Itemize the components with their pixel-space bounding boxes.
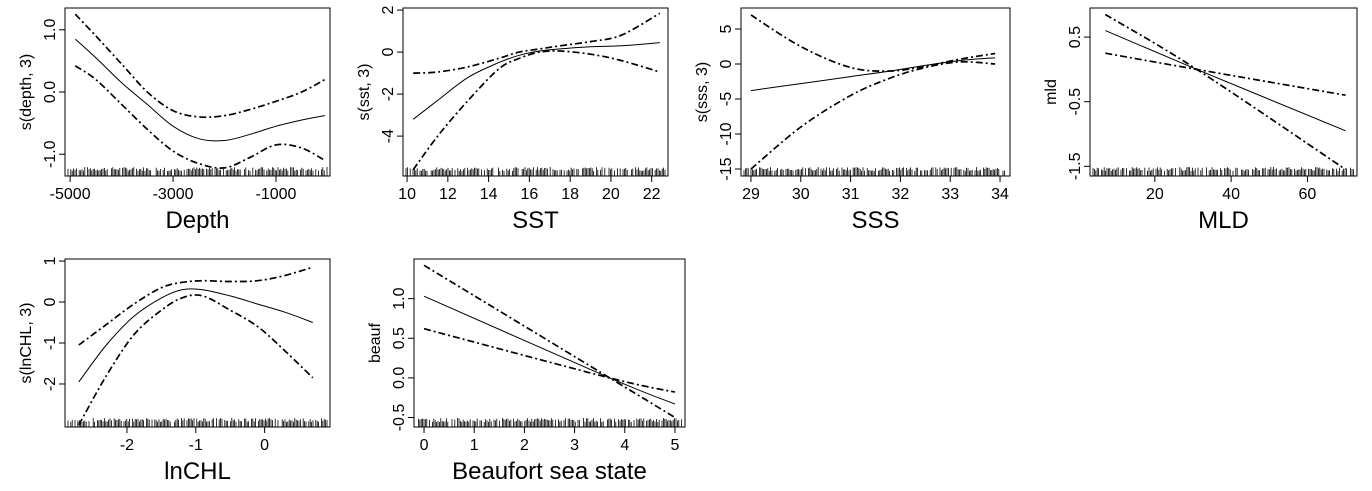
y-tick-label: -1.5 xyxy=(1067,152,1084,180)
x-axis-label: Depth xyxy=(165,207,229,234)
x-tick-label: 20 xyxy=(1146,186,1164,203)
x-tick-label: 0 xyxy=(260,437,269,454)
x-tick-label: 32 xyxy=(892,186,910,203)
chart-panel-1: 10 12 14 16 18 20 22 -4 -2 0 2 SST s(sst, 3) xyxy=(356,6,669,234)
plot-frame xyxy=(740,7,1011,177)
series-fit-line xyxy=(74,38,326,142)
x-tick-label: 14 xyxy=(480,186,498,203)
x-tick-label: 4 xyxy=(620,437,629,454)
chart-panel-2: 29 30 31 32 33 34 -15 -10 -5 0 5 SSS s(sss, 3) xyxy=(694,7,1011,234)
y-tick-label: -10 xyxy=(718,122,735,145)
series-lower-line xyxy=(412,50,661,171)
plot-frame xyxy=(64,7,331,177)
series-upper-line xyxy=(74,13,326,119)
x-tick-label: 10 xyxy=(398,186,416,203)
x-tick-label: 29 xyxy=(742,186,760,203)
y-tick-label: 0 xyxy=(380,48,397,57)
y-tick-label: 1.0 xyxy=(42,19,59,41)
y-axis-label: beauf xyxy=(367,322,384,363)
plot-frame xyxy=(64,258,331,428)
x-tick-label: -3000 xyxy=(153,186,194,203)
y-axis-label: s(depth, 3) xyxy=(18,54,35,130)
x-tick-label: 2 xyxy=(520,437,529,454)
plot-frame xyxy=(402,7,669,177)
series-upper-line xyxy=(78,266,314,346)
y-tick-label: 5 xyxy=(718,24,735,33)
x-tick-label: 16 xyxy=(520,186,538,203)
x-tick-label: 22 xyxy=(643,186,661,203)
y-tick-label: 0 xyxy=(42,297,59,306)
y-tick-label: -1 xyxy=(42,336,59,350)
x-axis-label: MLD xyxy=(1198,207,1249,234)
x-axis-label: Beaufort sea state xyxy=(452,458,647,485)
series-upper-line xyxy=(1105,52,1346,97)
series-fit-line xyxy=(78,288,313,383)
series-fit-line xyxy=(423,295,676,405)
y-tick-label: 0.0 xyxy=(42,81,59,103)
x-tick-label: 20 xyxy=(602,186,620,203)
y-tick-label: 0.5 xyxy=(1067,26,1084,48)
y-axis-label: s(sst, 3) xyxy=(356,64,373,121)
x-tick-label: -2 xyxy=(120,437,134,454)
x-axis-label: SSS xyxy=(851,207,899,234)
chart-panel-4: -2 -1 0 -2 -1 0 1 lnCHL s(lnCHL, 3) xyxy=(18,257,331,485)
plot-frame xyxy=(1089,7,1358,177)
x-tick-label: 1 xyxy=(470,437,479,454)
x-tick-label: -1 xyxy=(189,437,203,454)
y-axis-label: s(lnCHL, 3) xyxy=(18,303,35,384)
x-tick-label: 40 xyxy=(1222,186,1240,203)
x-axis-label: lnCHL xyxy=(164,458,231,485)
x-tick-label: 5 xyxy=(671,437,680,454)
series-fit-line xyxy=(1105,30,1346,132)
y-tick-label: 0 xyxy=(718,59,735,68)
y-tick-label: 2 xyxy=(380,6,397,15)
series-fit-line xyxy=(750,57,996,92)
y-tick-label: 0.0 xyxy=(391,367,408,389)
plot-frame xyxy=(413,258,686,428)
x-tick-label: 34 xyxy=(991,186,1009,203)
y-tick-label: 1 xyxy=(42,257,59,266)
y-tick-label: -0.5 xyxy=(391,404,408,432)
y-tick-label: -4 xyxy=(380,129,397,143)
series-upper-line xyxy=(413,12,661,74)
x-tick-label: -5000 xyxy=(50,186,91,203)
x-tick-label: 30 xyxy=(792,186,810,203)
series-lower-line xyxy=(750,60,996,170)
y-tick-label: 1.0 xyxy=(391,287,408,309)
chart-panel-5: 0 1 2 3 4 5 -0.5 0.0 0.5 1.0 Beaufort sea state bea… xyxy=(367,258,686,485)
y-tick-label: -2 xyxy=(380,87,397,101)
x-tick-label: 0 xyxy=(420,437,429,454)
x-tick-label: 60 xyxy=(1299,186,1317,203)
y-axis-label: mld xyxy=(1043,79,1060,105)
series-lower-line xyxy=(78,294,314,426)
y-tick-label: -5 xyxy=(718,92,735,106)
y-tick-label: -0.5 xyxy=(1067,88,1084,116)
series-lower-line xyxy=(1104,13,1347,171)
y-tick-label: -15 xyxy=(718,157,735,180)
y-tick-label: 0.5 xyxy=(391,327,408,349)
chart-panel-0: -5000 -3000 -1000 -1.0 0.0 1.0 Depth s(depth, 3… xyxy=(18,7,331,234)
x-tick-label: 31 xyxy=(842,186,860,203)
x-tick-label: 18 xyxy=(561,186,579,203)
y-axis-label: s(sss, 3) xyxy=(694,62,711,122)
chart-panel-3: 20 40 60 -1.5 -0.5 0.5 MLD mld xyxy=(1043,7,1358,234)
series-lower-line xyxy=(423,327,676,393)
series-lower-line xyxy=(74,65,326,169)
y-tick-label: -2 xyxy=(42,377,59,391)
x-tick-label: -1000 xyxy=(256,186,297,203)
y-tick-label: -1.0 xyxy=(42,140,59,168)
x-axis-label: SST xyxy=(512,207,559,234)
series-upper-line xyxy=(423,264,676,419)
x-tick-label: 33 xyxy=(941,186,959,203)
x-tick-label: 3 xyxy=(570,437,579,454)
x-tick-label: 12 xyxy=(439,186,457,203)
series-fit-line xyxy=(412,42,660,120)
series-upper-line xyxy=(750,14,996,72)
